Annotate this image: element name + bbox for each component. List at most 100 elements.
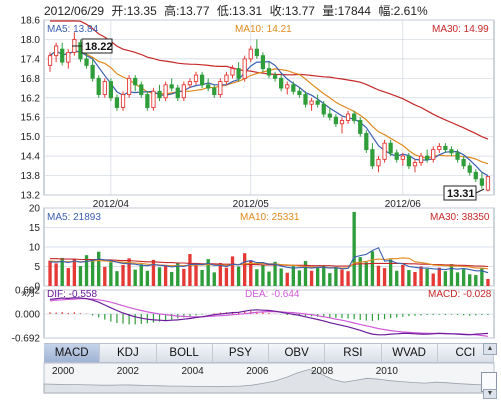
quote-volume: 量:17844 (322, 4, 371, 18)
volume-bar (127, 258, 131, 286)
candle-body (193, 74, 199, 83)
volume-bar (145, 270, 150, 286)
macd-tick-label: 0.692 (15, 286, 40, 297)
volume-bar (261, 264, 265, 286)
navigator-year-label: 2000 (52, 366, 75, 377)
volume-bar (382, 268, 387, 286)
volume-bar (480, 268, 484, 286)
tab-boll[interactable]: BOLL (157, 344, 213, 362)
volume-bar (328, 273, 332, 286)
quote-header: 2012/06/29 开:13.35 高:13.77 低:13.31 收:13.… (44, 2, 432, 19)
candle-body (443, 145, 448, 151)
tab-obv[interactable]: OBV (269, 344, 326, 362)
volume-bar (322, 265, 326, 286)
tab-rsi[interactable]: RSI (325, 344, 382, 362)
quote-change: 幅:2.61% (378, 4, 428, 18)
candle-body (187, 81, 193, 86)
dif-line (49, 297, 489, 336)
volume-bar (206, 259, 210, 286)
price-tick-label: 13.2 (21, 191, 41, 202)
navigator-scroll-up-icon[interactable]: ▲ (483, 343, 497, 355)
volume-bar (285, 272, 289, 286)
navigator-area (43, 368, 495, 394)
candle-body (376, 158, 381, 167)
volume-tick-label: 5 (34, 262, 40, 273)
volume-ma5-label: MA5: 21893 (47, 212, 101, 223)
candle-body (230, 68, 235, 76)
candle-body (461, 158, 466, 167)
quote-close: 收:13.77 (269, 4, 315, 18)
price-tick-label: 15.6 (21, 113, 41, 124)
volume-ma30-label: MA30: 38350 (430, 212, 490, 223)
candle-body (90, 64, 95, 79)
dea-label: DEA: -0.644 (245, 289, 300, 300)
candle-body (175, 87, 180, 99)
volume-bar (78, 266, 83, 286)
candle-body (126, 77, 132, 95)
date-tick-label: 2012/06 (385, 199, 422, 210)
volume-bar (346, 271, 350, 286)
volume-bar (84, 255, 89, 286)
volume-tick-label: 20 (29, 204, 41, 215)
tab-psy[interactable]: PSY (213, 344, 269, 362)
volume-bar (163, 265, 168, 286)
candle-body (236, 68, 241, 79)
tab-kdj[interactable]: KDJ (100, 344, 157, 362)
volume-bar (413, 271, 417, 286)
volume-bar (212, 272, 216, 286)
volume-bar (242, 253, 247, 286)
candle-body (431, 149, 436, 160)
candle-body (279, 77, 284, 89)
candle-body (248, 48, 253, 60)
volume-bar (370, 251, 375, 286)
candle-body (315, 100, 320, 105)
candle-body (358, 120, 363, 134)
candle-body (272, 74, 278, 79)
candle-body (321, 103, 326, 115)
volume-bar (334, 266, 338, 286)
price-tick-label: 18.6 (21, 16, 41, 27)
dif-label: DIF: -0.558 (47, 289, 97, 300)
volume-bar (425, 268, 429, 286)
navigator-year-label: 2008 (311, 366, 334, 377)
quote-open: 开:13.35 (111, 4, 157, 18)
candle-body (181, 84, 186, 99)
volume-bar (60, 257, 64, 286)
candle-body (291, 84, 296, 92)
price-tick-label: 14.4 (21, 152, 41, 163)
candle-body (163, 84, 168, 99)
volume-bar (170, 271, 174, 286)
price-tick-label: 15.0 (21, 132, 41, 143)
volume-bar (48, 260, 52, 286)
volume-tick-label: 0 (34, 282, 40, 293)
candle-body (400, 155, 405, 160)
candle-body (102, 81, 107, 95)
volume-panel: 20 15 10 5 0 MA5: 21893 MA10: 25331 MA30: 38… (22, 204, 495, 298)
candle-body (425, 155, 430, 160)
price-panel: 18.6 18.0 17.4 16.8 16.2 15.6 15.0 14.4 13.8 13.2… (21, 16, 495, 210)
ma10-label: MA10: 14.21 (235, 24, 292, 35)
navigator-scroll-down-icon[interactable]: ▼ (483, 389, 497, 399)
quote-high: 高:13.77 (164, 4, 210, 18)
navigator[interactable]: 2000 2002 2004 2006 2008 2010 (43, 362, 495, 394)
candle-body (437, 145, 442, 151)
candle-body (479, 178, 484, 186)
volume-bar (273, 261, 277, 286)
volume-bar (309, 270, 314, 286)
candle-body (120, 94, 126, 108)
candle-body (47, 55, 53, 66)
volume-ma10-label: MA10: 25331 (240, 212, 300, 223)
candle-body (345, 113, 351, 121)
volume-bar (358, 257, 362, 286)
candle-body (108, 81, 113, 99)
ma30-label: MA30: 14.99 (432, 24, 489, 35)
candle-body (449, 149, 454, 154)
volume-bar (340, 269, 344, 286)
tab-wvad[interactable]: WVAD (382, 344, 438, 362)
tab-macd[interactable]: MACD (44, 344, 101, 362)
volume-bar (103, 266, 107, 286)
volume-bar (182, 268, 186, 286)
volume-tick-label: 15 (29, 223, 41, 234)
volume-bar (218, 262, 223, 286)
